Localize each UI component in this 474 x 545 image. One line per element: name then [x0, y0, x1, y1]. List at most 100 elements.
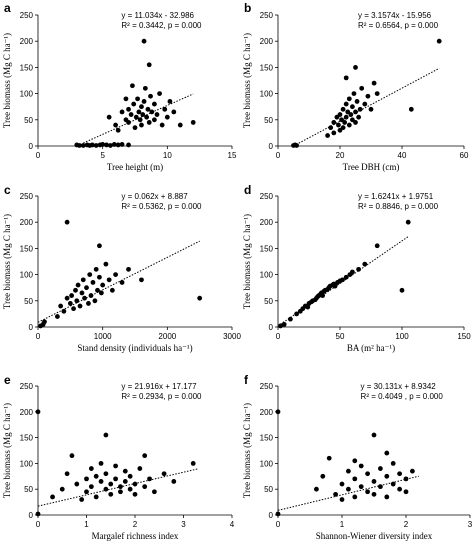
- data-point: [119, 142, 125, 147]
- panel-d: d 0 50 100 150 200 250 0 50 100 150 BA (m² ha⁻¹) Tre…: [242, 183, 471, 353]
- data-point: [384, 450, 390, 456]
- data-point: [69, 453, 75, 459]
- regression-equation: y = 21.916x + 17.177: [121, 382, 197, 391]
- x-tick-label: 0: [276, 332, 281, 341]
- y-tick-label: 200: [260, 218, 274, 227]
- data-point: [108, 143, 113, 148]
- x-tick-label: 0: [36, 332, 41, 341]
- data-point: [390, 481, 396, 487]
- x-tick-label: 150: [457, 332, 471, 341]
- data-point: [147, 476, 152, 482]
- data-point: [352, 476, 358, 482]
- data-point: [333, 491, 338, 497]
- data-point: [359, 85, 365, 91]
- data-point: [35, 409, 41, 415]
- data-point: [113, 476, 118, 482]
- data-point: [294, 143, 299, 148]
- x-tick-label: 3000: [223, 332, 241, 341]
- data-point: [365, 471, 370, 477]
- data-point: [346, 486, 351, 492]
- x-tick-label: 50: [336, 332, 345, 341]
- data-point: [332, 283, 338, 289]
- data-point: [403, 489, 409, 495]
- data-point: [139, 104, 144, 110]
- trendline: [37, 240, 200, 323]
- x-tick-label: 5: [100, 151, 105, 160]
- data-point: [436, 38, 442, 44]
- data-point: [137, 466, 143, 471]
- x-axis-label: Margalef richness index: [92, 531, 179, 541]
- data-point: [80, 277, 86, 283]
- data-point: [89, 142, 95, 148]
- data-point: [127, 473, 133, 479]
- panel-letter: d: [244, 183, 251, 197]
- y-tick-label: 250: [260, 382, 274, 391]
- data-point: [123, 96, 129, 102]
- data-point: [146, 62, 152, 68]
- data-point: [343, 114, 349, 120]
- data-point: [171, 109, 177, 115]
- data-point: [164, 114, 170, 120]
- data-point: [343, 274, 349, 280]
- x-tick-label: 0: [276, 151, 281, 160]
- data-point: [362, 101, 368, 107]
- y-tick-label: 150: [20, 434, 34, 443]
- data-point: [42, 319, 47, 325]
- data-point: [408, 106, 414, 112]
- data-point: [87, 272, 93, 277]
- data-point: [113, 272, 118, 277]
- data-point: [374, 243, 380, 249]
- data-point: [371, 80, 377, 86]
- data-point: [353, 109, 358, 115]
- data-point: [294, 311, 299, 317]
- data-point: [71, 306, 76, 312]
- data-point: [141, 99, 147, 104]
- data-point: [108, 491, 114, 497]
- panel-letter: c: [4, 183, 11, 197]
- data-point: [111, 142, 117, 147]
- data-point: [133, 114, 139, 120]
- panel-c: c 0 50 100 150 200 250 0 1000 2000 3000 Stand densi…: [2, 183, 241, 353]
- data-point: [190, 461, 196, 466]
- data-point: [365, 93, 371, 99]
- data-point: [93, 473, 99, 479]
- data-point: [118, 489, 123, 495]
- data-point: [64, 471, 70, 477]
- data-point: [354, 99, 360, 104]
- regression-equation: y = 30.131x + 8.9342: [361, 382, 437, 391]
- data-point: [340, 125, 346, 131]
- data-point: [93, 266, 99, 272]
- y-tick-label: 50: [24, 297, 33, 306]
- regression-stats: R² = 0.5362, p = 0.000: [121, 202, 202, 211]
- data-point: [136, 109, 142, 115]
- data-point: [340, 106, 346, 112]
- y-tick-label: 100: [20, 271, 34, 280]
- y-tick-label: 200: [260, 408, 274, 417]
- trendline: [277, 475, 419, 511]
- y-axis-label: Tree biomass (Mg C ha⁻¹): [242, 403, 252, 498]
- data-point: [342, 120, 348, 125]
- data-point: [336, 122, 341, 128]
- data-point: [84, 489, 89, 495]
- data-point: [64, 295, 70, 301]
- data-point: [55, 314, 60, 319]
- data-point: [103, 471, 109, 477]
- data-point: [109, 287, 115, 293]
- panel-e: e 0 50 100 150 200 250 0 1 2 3 4 Margalef richness i…: [2, 373, 235, 541]
- data-point: [86, 301, 91, 306]
- y-tick-label: 100: [260, 271, 274, 280]
- data-point: [79, 497, 85, 502]
- data-point: [326, 455, 332, 461]
- y-axis-label: Tree biomass (Mg C ha⁻¹): [242, 214, 252, 309]
- x-tick-label: 15: [228, 151, 237, 160]
- y-tick-label: 100: [20, 90, 34, 99]
- data-point: [132, 481, 138, 487]
- data-point: [80, 143, 86, 148]
- panel-a: a 0 50 100 150 200 250 0 5 10 15 Tree height (m) Tre…: [2, 1, 237, 172]
- data-point: [142, 85, 148, 91]
- data-point: [137, 117, 143, 123]
- y-tick-label: 100: [260, 459, 274, 468]
- data-point: [390, 461, 396, 466]
- data-point: [141, 38, 147, 44]
